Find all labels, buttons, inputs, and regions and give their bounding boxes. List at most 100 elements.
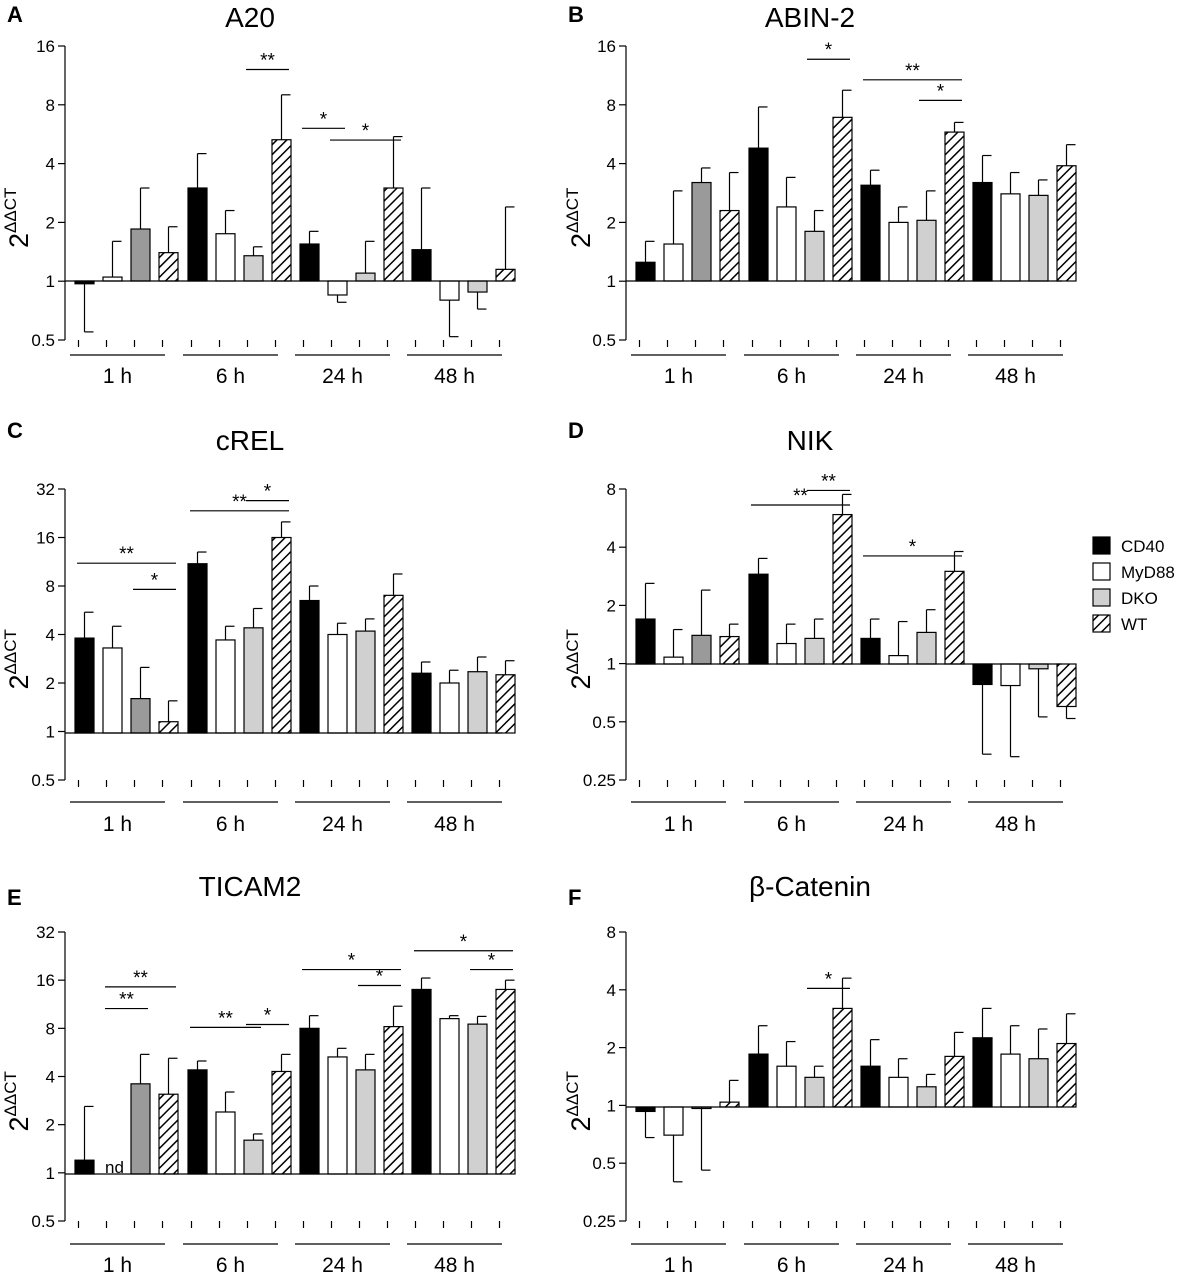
y-tick-label: 8 — [607, 480, 616, 499]
bar-myd88 — [439, 682, 460, 734]
y-tick-label: 0.5 — [31, 1212, 55, 1231]
significance-label: * — [348, 951, 356, 972]
y-axis-label: 2ΔΔCT — [1, 188, 34, 248]
significance-label: * — [460, 932, 468, 953]
panel-letter: A — [7, 2, 23, 27]
x-group-label: 24 h — [322, 365, 363, 388]
bar-dko — [130, 228, 151, 282]
y-axis-label-superscript: ΔΔCT — [563, 188, 582, 233]
legend-swatch-cd40 — [1092, 536, 1111, 555]
bar-wt — [495, 988, 516, 1175]
bar-dko — [243, 255, 264, 282]
significance-label: ** — [232, 492, 247, 513]
chart-title: β-Catenin — [749, 871, 871, 902]
y-tick-label: 1 — [46, 723, 55, 742]
y-tick-label: 2 — [46, 674, 55, 693]
bar-dko — [804, 1076, 825, 1108]
bar-wt — [832, 1007, 853, 1108]
y-tick-label: 2 — [607, 596, 616, 615]
bar-cd40 — [860, 184, 881, 282]
significance-label: * — [488, 951, 496, 972]
chart-title: A20 — [225, 2, 275, 33]
legend-swatch-myd88 — [1092, 562, 1111, 581]
y-tick-label: 8 — [607, 923, 616, 942]
bar-cd40 — [972, 663, 993, 686]
bar-cd40 — [635, 618, 656, 665]
bar-cd40 — [748, 1053, 769, 1108]
bar-cd40 — [299, 599, 320, 734]
y-tick-label: 4 — [607, 538, 616, 557]
y-tick-label: 1 — [607, 655, 616, 674]
bar-wt — [719, 1101, 740, 1108]
y-tick-label: 0.25 — [583, 771, 616, 790]
panel-E: E TICAM2 2ΔΔCT 0.5 1 2 4 8 16 32 nd 1 h 6 h 24 h 48 h *… — [1, 871, 516, 1277]
bar-myd88 — [663, 656, 684, 665]
bar-cd40 — [972, 1037, 993, 1108]
y-tick-label: 4 — [46, 155, 55, 174]
bar-cd40 — [74, 1159, 95, 1175]
x-group-label: 6 h — [777, 365, 806, 388]
significance-label: * — [825, 969, 833, 990]
bar-myd88 — [663, 1106, 684, 1136]
y-axis-label: 2ΔΔCT — [563, 1071, 596, 1131]
x-group-label: 6 h — [216, 365, 245, 388]
legend-swatch-wt — [1092, 614, 1111, 633]
x-group-label: 1 h — [103, 813, 132, 836]
significance-label: ** — [260, 51, 275, 72]
not-determined-label: nd — [105, 1158, 124, 1177]
y-axis-label-superscript: ΔΔCT — [1, 188, 20, 233]
bar-myd88 — [1000, 1053, 1021, 1108]
bar-myd88 — [327, 633, 348, 734]
x-group-label: 48 h — [434, 813, 475, 836]
significance-label: * — [151, 570, 159, 591]
bar-dko — [243, 627, 264, 734]
bar-wt — [1056, 1042, 1077, 1108]
bar-dko — [355, 272, 376, 282]
significance-label: * — [825, 40, 833, 61]
bar-wt — [383, 594, 404, 734]
panel-letter: F — [568, 885, 581, 910]
bar-dko — [691, 634, 712, 665]
bar-dko — [804, 637, 825, 665]
bar-wt — [383, 187, 404, 282]
y-tick-label: 0.5 — [592, 713, 616, 732]
bar-wt — [944, 570, 965, 665]
significance-label: * — [320, 109, 328, 130]
panel-letter: B — [568, 2, 584, 27]
significance-label: * — [909, 537, 917, 558]
x-group-label: 24 h — [883, 813, 924, 836]
y-axis-label: 2ΔΔCT — [563, 188, 596, 248]
y-tick-label: 0.5 — [592, 331, 616, 350]
x-group-label: 24 h — [883, 1254, 924, 1277]
significance-label: ** — [821, 471, 836, 492]
bar-myd88 — [327, 1056, 348, 1175]
legend-label-wt: WT — [1121, 615, 1147, 634]
bar-cd40 — [187, 563, 208, 734]
y-tick-label: 1 — [46, 1164, 55, 1183]
x-group-label: 48 h — [995, 365, 1036, 388]
y-tick-label: 8 — [46, 577, 55, 596]
x-group-label: 1 h — [664, 813, 693, 836]
bar-myd88 — [215, 639, 236, 734]
bar-myd88 — [888, 1076, 909, 1108]
significance-label: * — [362, 121, 370, 142]
significance-label: * — [376, 966, 384, 987]
chart-title: NIK — [787, 425, 834, 456]
bar-cd40 — [299, 243, 320, 282]
bar-dko — [355, 630, 376, 734]
bar-wt — [495, 268, 516, 282]
bar-cd40 — [635, 1106, 656, 1113]
bar-wt — [271, 1070, 292, 1175]
y-tick-label: 16 — [597, 37, 616, 56]
bar-myd88 — [888, 654, 909, 665]
bar-wt — [719, 209, 740, 282]
bar-dko — [1028, 194, 1049, 282]
y-tick-label: 8 — [46, 96, 55, 115]
y-tick-label: 16 — [36, 37, 55, 56]
bar-cd40 — [748, 573, 769, 665]
x-group-label: 48 h — [434, 365, 475, 388]
